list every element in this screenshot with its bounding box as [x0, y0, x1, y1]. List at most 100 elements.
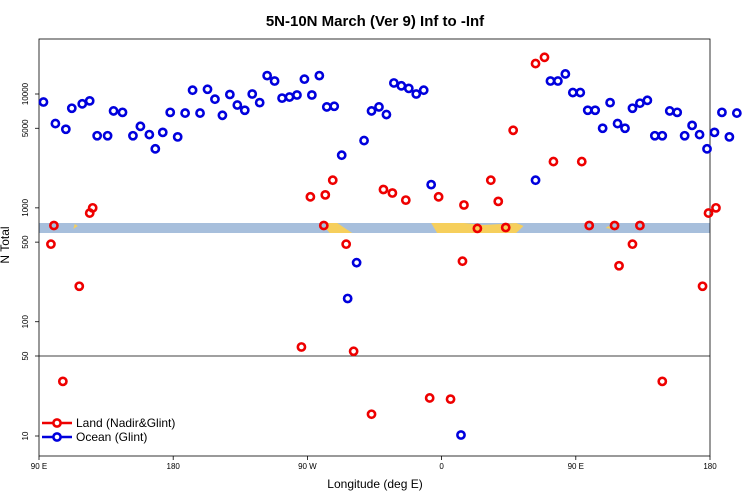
- y-axis-label: N Total: [0, 226, 12, 263]
- ocean-point: [590, 105, 601, 116]
- land-point: [576, 156, 587, 167]
- land-point: [711, 202, 721, 213]
- ocean-point: [679, 130, 690, 141]
- land-point: [703, 208, 714, 218]
- x-tick-label: 180: [703, 462, 717, 471]
- ocean-point: [102, 130, 113, 141]
- plot-frame: [38, 38, 711, 457]
- ocean-point: [411, 89, 422, 99]
- ocean-point: [299, 74, 310, 85]
- ocean-point: [374, 102, 384, 112]
- land-point: [378, 184, 389, 195]
- land-point: [87, 202, 98, 213]
- ocean-point: [724, 131, 735, 142]
- ocean-point: [195, 108, 205, 118]
- ocean-point: [66, 103, 77, 114]
- ocean-point: [717, 107, 727, 118]
- ocean-point: [277, 93, 287, 104]
- y-tick-label: 5000: [21, 119, 30, 137]
- landmass-shape: [605, 226, 612, 229]
- x-tick-label: 90 E: [568, 462, 584, 471]
- y-tick-label: 10000: [21, 82, 30, 105]
- ocean-point: [210, 94, 220, 105]
- landmass-shape: [431, 223, 524, 233]
- land-point: [530, 58, 541, 69]
- ocean-point: [224, 89, 235, 100]
- land-point: [318, 220, 329, 231]
- ocean-point: [92, 130, 103, 141]
- ocean-point: [351, 257, 362, 268]
- ocean-point: [60, 124, 71, 135]
- ocean-point: [254, 97, 265, 108]
- ocean-point: [635, 98, 645, 109]
- ocean-point: [321, 102, 332, 112]
- ocean-point: [217, 110, 228, 121]
- x-tick-label: 90 E: [31, 462, 47, 471]
- ocean-point: [426, 179, 437, 190]
- ocean-point: [150, 143, 161, 154]
- land-point: [424, 393, 435, 403]
- land-point: [472, 223, 483, 234]
- ocean-point: [620, 123, 630, 134]
- land-point: [320, 189, 331, 200]
- ocean-point: [269, 76, 280, 86]
- land-point: [387, 188, 398, 198]
- ocean-point: [117, 107, 128, 118]
- land-point: [485, 175, 496, 186]
- ocean-point: [342, 293, 353, 304]
- land-point: [609, 220, 620, 231]
- landmass-shape: [325, 223, 353, 233]
- ocean-point: [381, 109, 392, 120]
- ocean-point: [456, 430, 466, 440]
- legend-marker: [52, 418, 62, 428]
- mask-band: [39, 223, 710, 233]
- ocean-point: [582, 105, 593, 116]
- x-tick-label: 90 W: [298, 462, 317, 471]
- ocean-point: [366, 106, 377, 116]
- ocean-point: [649, 130, 660, 141]
- land-point: [74, 281, 85, 292]
- ocean-point: [403, 83, 414, 94]
- land-point: [584, 220, 595, 231]
- land-point: [459, 200, 469, 210]
- x-axis-label: Longitude (deg E): [327, 477, 422, 491]
- ocean-point: [642, 95, 653, 106]
- ocean-point: [165, 107, 176, 118]
- ocean-point: [396, 80, 407, 91]
- ocean-point: [545, 76, 556, 86]
- land-point: [493, 196, 504, 207]
- land-point: [46, 239, 56, 250]
- ocean-point: [50, 118, 61, 129]
- landmass-shape: [73, 224, 78, 229]
- ocean-point: [284, 92, 295, 102]
- ocean-point: [672, 107, 683, 118]
- chart-title: 5N-10N March (Ver 9) Inf to -Inf: [266, 13, 485, 30]
- ocean-point: [530, 175, 541, 186]
- ocean-point: [180, 108, 191, 118]
- legend-entry: Land (Nadir&Glint): [76, 416, 175, 430]
- land-point: [341, 239, 352, 250]
- ocean-point: [567, 87, 578, 98]
- y-tick-label: 500: [21, 235, 30, 249]
- ocean-point: [232, 100, 243, 110]
- ocean-point: [239, 105, 250, 116]
- y-tick-label: 1000: [21, 198, 30, 216]
- ocean-point: [202, 84, 213, 95]
- y-tick-label: 100: [21, 315, 30, 329]
- ocean-point: [664, 106, 675, 116]
- ocean-point: [597, 123, 608, 134]
- land-point: [500, 222, 511, 233]
- land-point: [400, 195, 411, 205]
- ocean-point: [292, 90, 302, 100]
- ocean-point: [247, 89, 258, 99]
- ocean-point: [709, 127, 720, 138]
- ocean-point: [314, 70, 325, 81]
- ocean-point: [336, 150, 347, 161]
- plot-area: 10 50 100 500 1000 5000 10000 90 E 180 90 W 0 90 E 1…: [21, 38, 742, 471]
- ocean-point: [135, 121, 146, 132]
- x-tick-label: 0: [439, 462, 444, 471]
- ocean-point: [694, 129, 705, 140]
- ocean-point: [38, 97, 49, 107]
- land-point: [697, 281, 708, 292]
